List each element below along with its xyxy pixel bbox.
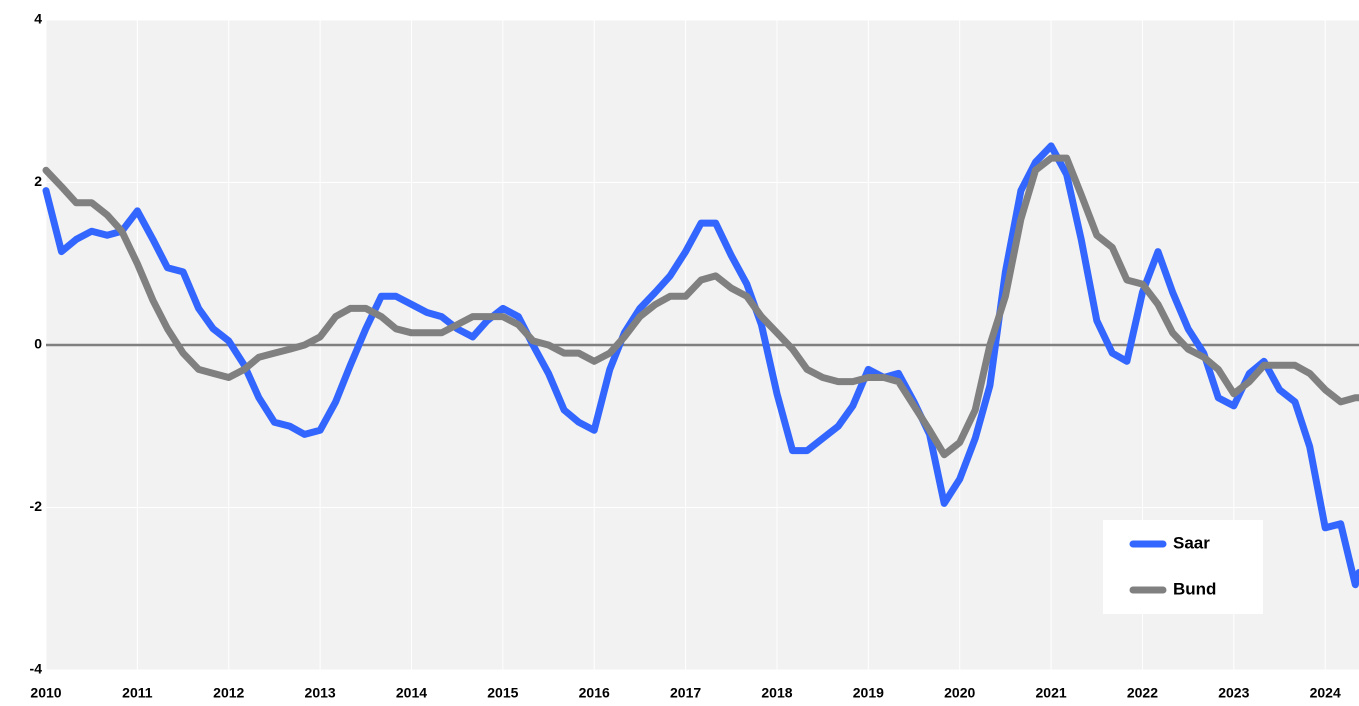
x-tick-label: 2022 bbox=[1127, 685, 1158, 701]
series-line bbox=[42, 154, 1359, 459]
x-tick-label: 2024 bbox=[1310, 685, 1341, 701]
x-tick-label: 2010 bbox=[30, 685, 61, 701]
series-line bbox=[42, 142, 1359, 589]
legend-box bbox=[1103, 520, 1263, 614]
x-tick-label: 2017 bbox=[670, 685, 701, 701]
x-tick-label: 2019 bbox=[853, 685, 884, 701]
x-tick-label: 2018 bbox=[761, 685, 792, 701]
x-tick-label: 2016 bbox=[579, 685, 610, 701]
x-tick-label: 2023 bbox=[1218, 685, 1249, 701]
y-tick-label: -4 bbox=[30, 661, 43, 677]
y-tick-label: 4 bbox=[34, 11, 42, 27]
x-tick-label: 2013 bbox=[305, 685, 336, 701]
y-tick-label: 2 bbox=[34, 173, 42, 189]
x-tick-label: 2015 bbox=[487, 685, 518, 701]
x-tick-label: 2014 bbox=[396, 685, 427, 701]
y-tick-label: -2 bbox=[30, 498, 43, 514]
legend-label: Bund bbox=[1173, 579, 1216, 598]
legend-label: Saar bbox=[1173, 533, 1210, 552]
y-tick-label: 0 bbox=[34, 336, 42, 352]
x-tick-label: 2011 bbox=[122, 685, 153, 701]
x-tick-label: 2020 bbox=[944, 685, 975, 701]
legend: Saar Bund bbox=[1103, 520, 1263, 614]
x-tick-label: 2012 bbox=[213, 685, 244, 701]
x-tick-label: 2021 bbox=[1036, 685, 1067, 701]
